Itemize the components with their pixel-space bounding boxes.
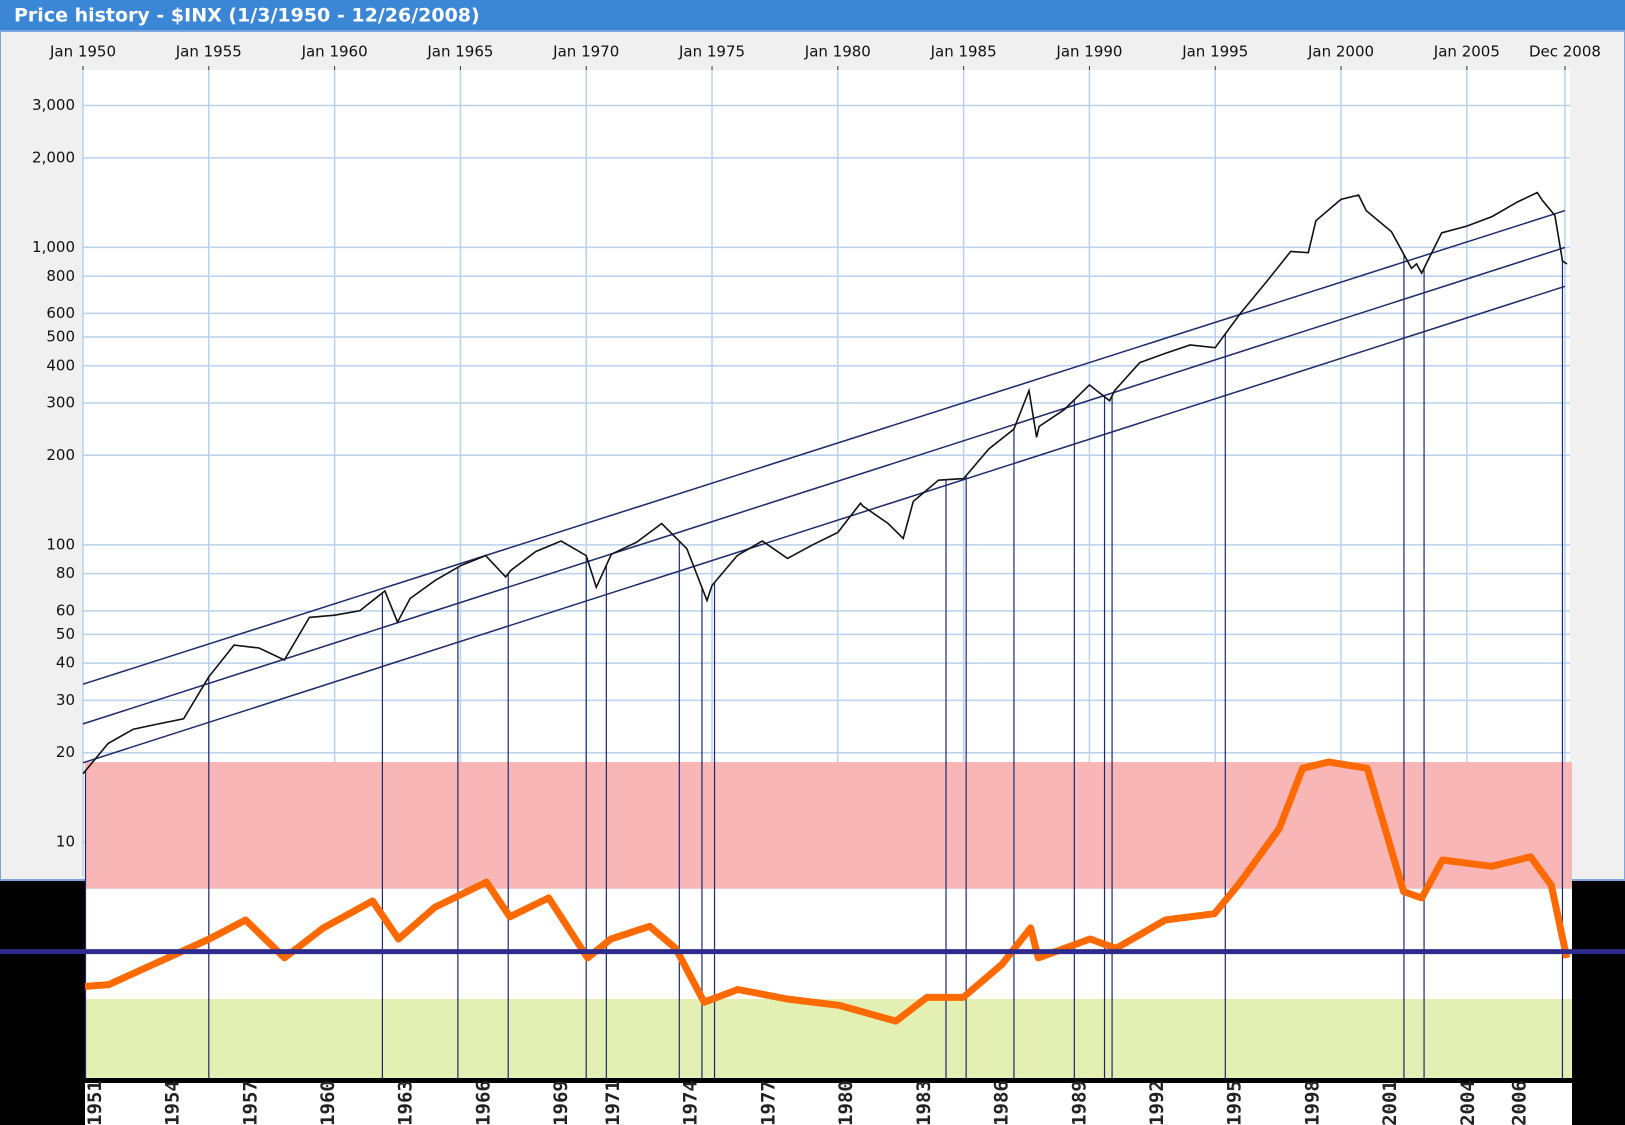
x-tick-label: Jan 1950 [49,43,116,61]
y-tick-label: 100 [46,535,75,553]
y-tick-label: 80 [56,564,75,582]
y-tick-label: 200 [46,446,75,464]
x-tick-label: 1974 [680,1080,702,1125]
channel-line [82,285,1566,764]
oscillator-line [84,758,1571,1025]
x-tick-label: 1977 [757,1080,779,1125]
y-tick-label: 2,000 [32,148,75,166]
y-tick-label: 400 [46,356,75,374]
x-tick-label: Jan 2005 [1433,43,1500,61]
x-tick-label: Dec 2008 [1529,43,1601,61]
x-tick-label: 1951 [84,1080,106,1125]
x-tick-label: Jan 1990 [1055,43,1122,61]
x-tick-label: 1963 [395,1080,417,1125]
y-tick-label: 10 [56,833,75,851]
y-tick-label: 500 [46,327,75,345]
x-tick-label: 1957 [239,1080,261,1125]
label-strip [85,1083,1572,1125]
y-tick-label: 1,000 [32,238,75,256]
x-tick-label: Jan 2000 [1307,43,1374,61]
y-tick-label: 600 [46,304,75,322]
x-tick-label: Jan 1995 [1181,43,1248,61]
x-tick-label: 1960 [317,1080,339,1125]
channel-line [82,209,1566,685]
y-tick-label: 800 [46,267,75,285]
x-tick-label: Jan 1980 [804,43,871,61]
x-tick-label: 1969 [550,1080,572,1125]
x-tick-label: Jan 1985 [930,43,997,61]
x-tick-label: 2001 [1379,1080,1401,1125]
x-tick-label: Jan 1955 [175,43,242,61]
x-tick-label: 1986 [991,1080,1013,1125]
x-tick-label: 1966 [472,1080,494,1125]
x-tick-label: 1971 [602,1080,624,1125]
y-tick-label: 300 [46,393,75,411]
plot-area [83,70,1570,876]
y-tick-label: 3,000 [32,96,75,114]
channel-line [82,246,1566,725]
x-tick-label: 1980 [835,1080,857,1125]
x-tick-label: 2006 [1509,1080,1531,1125]
y-tick-label: 40 [56,654,75,672]
x-tick-label: 1989 [1068,1080,1090,1125]
y-tick-label: 50 [56,625,75,643]
x-tick-label: 1992 [1146,1080,1168,1125]
band [85,999,1572,1078]
band [85,762,1572,889]
x-tick-label: 1954 [162,1080,184,1125]
x-tick-label: Jan 1975 [678,43,745,61]
x-tick-label: 2004 [1457,1080,1479,1125]
y-tick-label: 20 [56,743,75,761]
chart-title: Price history - $INX (1/3/1950 - 12/26/2… [14,5,480,27]
x-tick-label: Jan 1965 [426,43,493,61]
y-tick-label: 60 [56,601,75,619]
band [85,888,1572,999]
y-tick-label: 30 [56,691,75,709]
price-line [82,191,1568,775]
x-tick-label: Jan 1960 [301,43,368,61]
x-tick-label: 1998 [1301,1080,1323,1125]
x-tick-label: 1995 [1224,1080,1246,1125]
x-tick-label: Jan 1970 [552,43,619,61]
title-bar [0,0,1625,31]
x-tick-label: 1983 [913,1080,935,1125]
